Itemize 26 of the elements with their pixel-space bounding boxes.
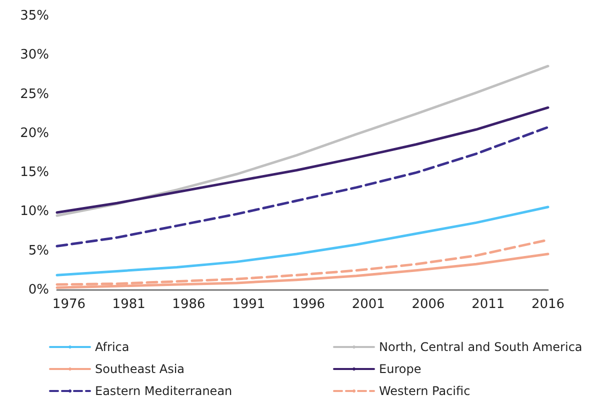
legend-label: Europe	[379, 362, 422, 376]
y-tick-label: 15%	[20, 165, 49, 180]
y-tick-label: 25%	[20, 86, 49, 102]
y-tick-label: 10%	[20, 204, 49, 220]
legend-label: Southeast Asia	[95, 362, 185, 376]
y-tick-label: 0%	[28, 282, 49, 298]
legend-label: Africa	[95, 340, 130, 354]
x-tick-label: 2001	[352, 297, 385, 312]
y-tick-label: 35%	[20, 8, 49, 24]
x-tick-label: 2016	[531, 297, 565, 312]
legend-label: Western Pacific	[379, 384, 470, 398]
x-tick-label: 2011	[472, 297, 505, 312]
x-tick-label: 1976	[52, 297, 86, 312]
x-tick-label: 1986	[172, 297, 206, 312]
x-tick-label: 1981	[112, 297, 146, 312]
line-series	[56, 126, 550, 248]
legend-label: North, Central and South America	[379, 340, 582, 354]
legend-label: Eastern Mediterranean	[95, 384, 232, 398]
y-tick-label: 30%	[20, 48, 49, 63]
line-series	[56, 206, 550, 276]
x-tick-label: 2006	[412, 297, 445, 312]
x-tick-label: 1991	[232, 297, 266, 312]
line-series	[56, 106, 550, 214]
y-tick-label: 20%	[20, 126, 49, 141]
x-tick-label: 1996	[292, 297, 326, 312]
y-tick-label: 5%	[28, 243, 49, 258]
